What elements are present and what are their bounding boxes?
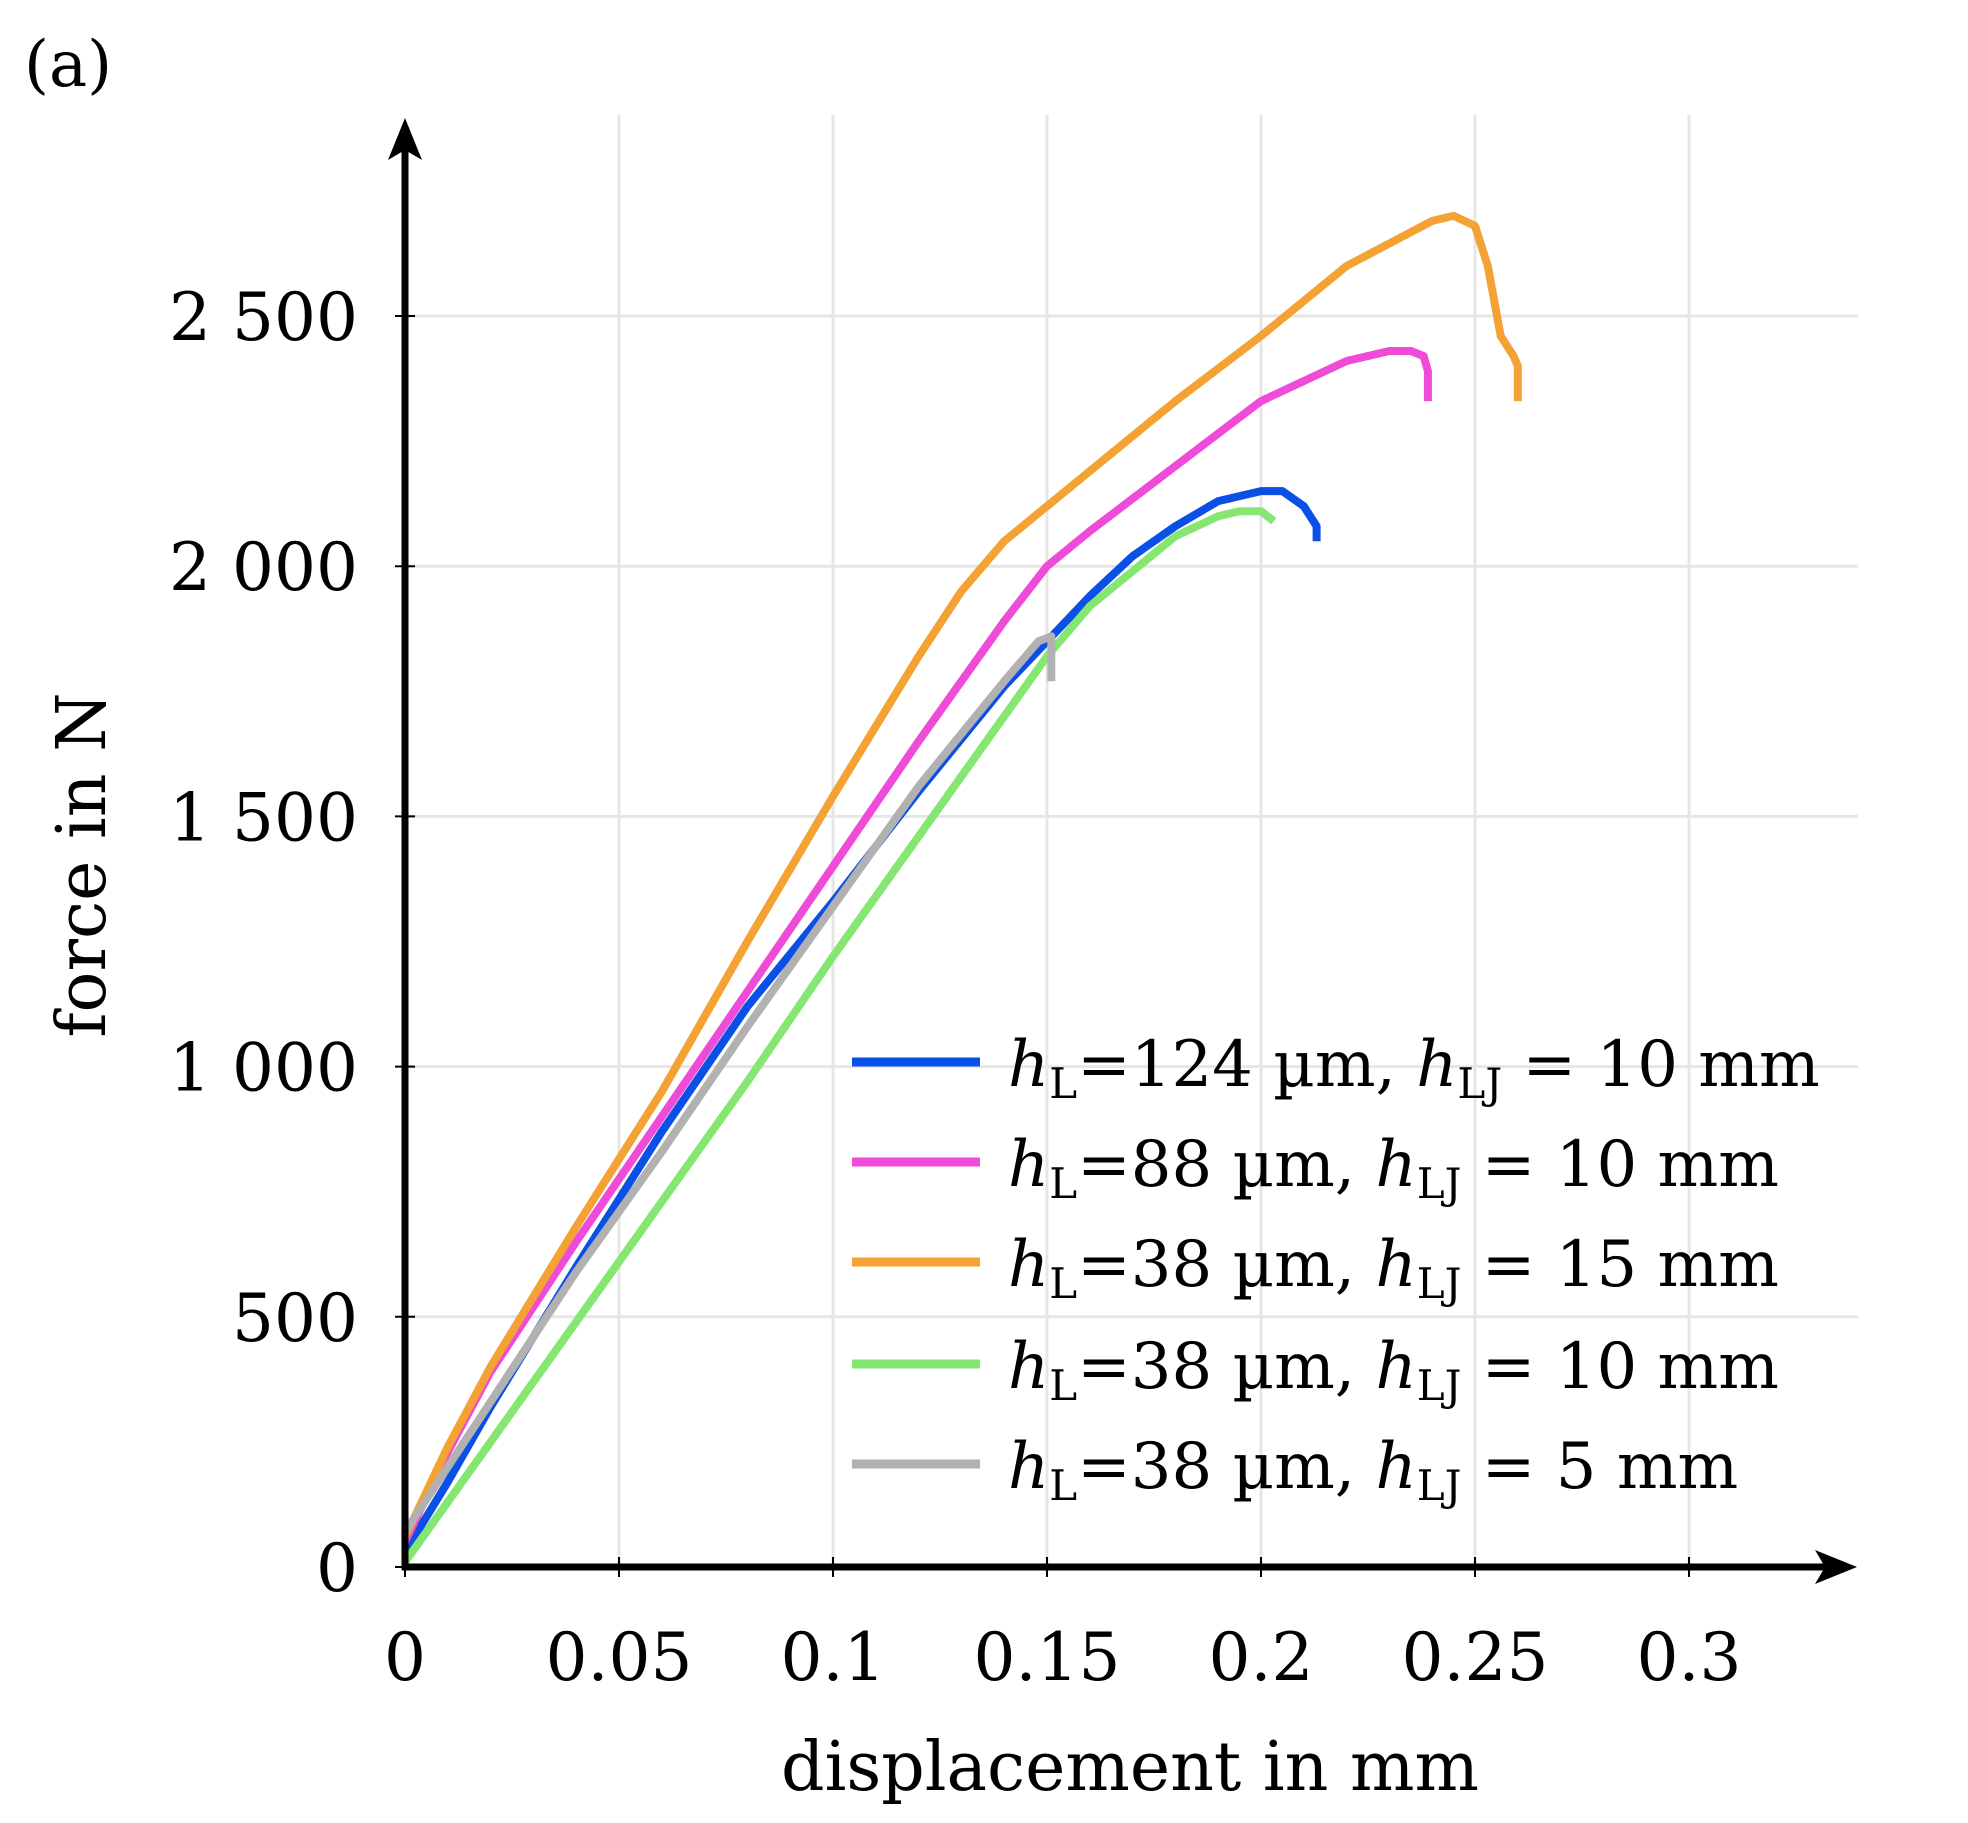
ticks: 0 0.05 0.1 0.15 0.2 0.25 0.3 0 500 1 000 1 500 2 00… (169, 279, 1741, 1696)
legend-label-0: hL=124 µm, hLJ = 10 mm (1008, 1028, 1820, 1108)
legend-text-part: h (1375, 1228, 1416, 1302)
legend-text-part: = 10 mm (1461, 1128, 1778, 1202)
legend-text-part: h (1375, 1430, 1416, 1504)
legend-text-part: h (1008, 1028, 1049, 1102)
legend-text-part: =38 µm, (1077, 1430, 1375, 1504)
legend-text-part: h (1008, 1330, 1049, 1404)
y-tick-label: 2 000 (169, 529, 358, 606)
x-axis-title: displacement in mm (781, 1728, 1479, 1807)
x-tick-label: 0.2 (1209, 1619, 1314, 1696)
legend-text-part: LJ (1417, 1259, 1462, 1308)
grid (405, 115, 1858, 1567)
legend-text-part: L (1049, 1461, 1077, 1510)
legend-label-1: hL=88 µm, hLJ = 10 mm (1008, 1128, 1779, 1208)
y-tick-label: 0 (316, 1530, 358, 1607)
y-tick-label: 500 (232, 1280, 358, 1357)
legend-text-part: = 10 mm (1502, 1028, 1819, 1102)
x-tick-label: 0 (384, 1619, 426, 1696)
legend-text-part: h (1375, 1128, 1416, 1202)
legend-label-2: hL=38 µm, hLJ = 15 mm (1008, 1228, 1779, 1308)
x-tick-label: 0.25 (1402, 1619, 1549, 1696)
panel-label: (a) (24, 28, 112, 102)
legend-text-part: = 5 mm (1461, 1430, 1738, 1504)
series-line-4 (401, 632, 1056, 1535)
y-tick-label: 2 500 (169, 279, 358, 356)
legend-text-part: LJ (1417, 1361, 1462, 1410)
legend-text-part: h (1416, 1028, 1457, 1102)
x-axis-arrow (1815, 1550, 1857, 1584)
legend-label-4: hL=38 µm, hLJ = 5 mm (1008, 1430, 1738, 1510)
legend-text-part: LJ (1457, 1059, 1502, 1108)
y-axis-title: force in N (43, 692, 122, 1037)
x-tick-label: 0.05 (546, 1619, 693, 1696)
legend-text-part: L (1049, 1361, 1077, 1410)
y-tick-label: 1 500 (169, 779, 358, 856)
legend-text-part: h (1375, 1330, 1416, 1404)
y-axis-arrow (388, 118, 422, 160)
series-line-1 (401, 347, 1432, 1544)
series-layer (401, 211, 1522, 1565)
legend-text-part: =124 µm, (1077, 1028, 1416, 1102)
legend-text-part: L (1049, 1159, 1077, 1208)
legend-text-part: h (1008, 1128, 1049, 1202)
y-tick-label: 1 000 (169, 1030, 358, 1107)
legend-label-3: hL=38 µm, hLJ = 10 mm (1008, 1330, 1779, 1410)
legend-text-part: LJ (1417, 1461, 1462, 1510)
x-tick-label: 0.1 (781, 1619, 886, 1696)
legend-text-part: LJ (1417, 1159, 1462, 1208)
x-tick-label: 0.3 (1637, 1619, 1742, 1696)
legend-text-part: =38 µm, (1077, 1228, 1375, 1302)
legend-text-part: h (1008, 1430, 1049, 1504)
legend-text-part: =88 µm, (1077, 1128, 1375, 1202)
series-line-2 (401, 211, 1522, 1539)
series-line-3 (401, 507, 1277, 1565)
legend-text-part: h (1008, 1228, 1049, 1302)
legend-text-part: = 10 mm (1461, 1330, 1778, 1404)
legend-text-part: L (1049, 1259, 1077, 1308)
legend-text-part: =38 µm, (1077, 1330, 1375, 1404)
legend-text-part: L (1049, 1059, 1077, 1108)
x-tick-label: 0.15 (974, 1619, 1121, 1696)
legend-text-part: = 15 mm (1461, 1228, 1778, 1302)
axes (388, 118, 1857, 1584)
